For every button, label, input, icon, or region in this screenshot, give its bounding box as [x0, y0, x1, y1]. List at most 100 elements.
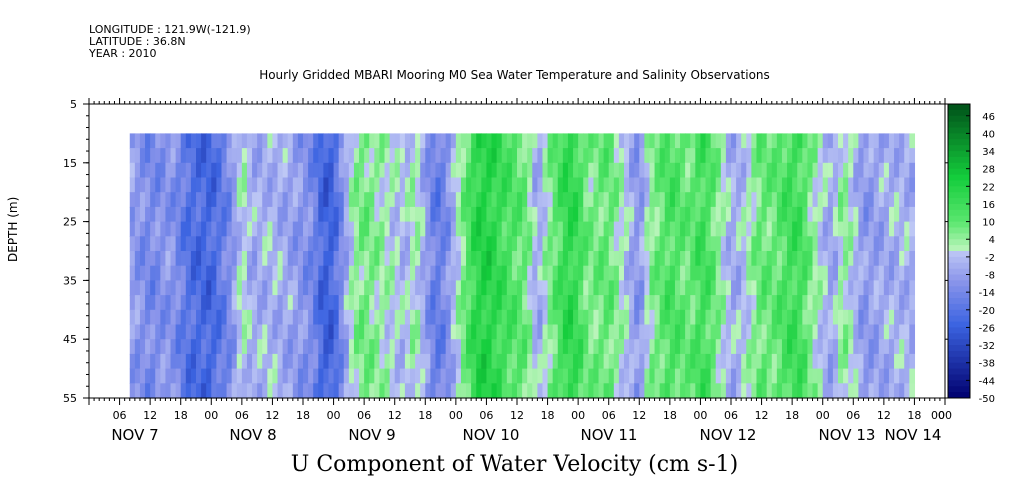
heatmap-cell [328, 265, 335, 281]
heatmap-cell [695, 324, 702, 340]
heatmap-cell [318, 162, 324, 179]
heatmap-cell [134, 265, 141, 281]
heatmap-cell [404, 339, 411, 355]
heatmap-cell [139, 221, 146, 237]
heatmap-cell [746, 324, 752, 340]
heatmap-cell [129, 133, 136, 149]
heatmap-cell [695, 162, 702, 179]
heatmap-cell [832, 236, 839, 252]
heatmap-cell [196, 324, 202, 340]
heatmap-cell [588, 368, 595, 384]
heatmap-cell [272, 251, 279, 267]
heatmap-cell [491, 339, 498, 355]
heatmap-cell [578, 353, 584, 370]
heatmap-cell [430, 251, 437, 267]
heatmap-cell [812, 162, 819, 179]
heatmap-cell [756, 206, 763, 223]
heatmap-cell [410, 251, 416, 267]
year-label: YEAR : 2010 [89, 47, 157, 60]
heatmap-cell [690, 162, 696, 179]
heatmap-cell [491, 236, 498, 252]
heatmap-cell [843, 383, 849, 399]
heatmap-cell [486, 162, 493, 179]
heatmap-cell [624, 353, 630, 370]
heatmap-cell [241, 339, 248, 355]
heatmap-cell [139, 383, 146, 399]
heatmap-cell [353, 368, 360, 384]
heatmap-cell [257, 206, 263, 223]
heatmap-cell [471, 295, 477, 311]
heatmap-cell [532, 309, 538, 326]
heatmap-cell [695, 206, 702, 223]
heatmap-cell [379, 368, 386, 384]
heatmap-cell [282, 309, 289, 326]
heatmap-cell [644, 133, 651, 149]
heatmap-cell [853, 383, 859, 399]
heatmap-cell [904, 162, 910, 179]
heatmap-cell [578, 265, 584, 281]
heatmap-cell [241, 324, 248, 340]
heatmap-cell [542, 162, 549, 179]
heatmap-cell [359, 236, 365, 252]
heatmap-cell [680, 133, 686, 149]
heatmap-cell [226, 162, 233, 179]
heatmap-cell [150, 368, 156, 384]
heatmap-cell [868, 309, 875, 326]
heatmap-cell [629, 383, 635, 399]
heatmap-cell [196, 177, 202, 193]
heatmap-cell [272, 324, 279, 340]
heatmap-cell [435, 192, 442, 208]
heatmap-cell [430, 206, 437, 223]
heatmap-cell [384, 383, 391, 399]
heatmap-cell [634, 280, 640, 296]
heatmap-cell [909, 280, 916, 296]
heatmap-cell [435, 177, 442, 193]
heatmap-cell [364, 162, 370, 179]
heatmap-cell [134, 251, 141, 267]
heatmap-cell [241, 133, 248, 149]
heatmap-cell [364, 177, 370, 193]
heatmap-cell [608, 309, 615, 326]
heatmap-cell [323, 324, 330, 340]
heatmap-cell [313, 206, 319, 223]
heatmap-cell [771, 192, 778, 208]
heatmap-cell [410, 148, 416, 164]
heatmap-cell [797, 265, 803, 281]
heatmap-cell [338, 192, 345, 208]
heatmap-cell [674, 295, 681, 311]
heatmap-cell [313, 295, 319, 311]
heatmap-cell [201, 162, 207, 179]
heatmap-cell [211, 265, 217, 281]
heatmap-cell [282, 280, 289, 296]
heatmap-cell [909, 206, 916, 223]
heatmap-cell [287, 353, 294, 370]
heatmap-cell [562, 368, 569, 384]
heatmap-cell [624, 133, 630, 149]
heatmap-cell [527, 265, 533, 281]
heatmap-cell [496, 177, 503, 193]
heatmap-cell [715, 309, 722, 326]
heatmap-cell [246, 177, 253, 193]
heatmap-cell [664, 251, 671, 267]
heatmap-cell [741, 383, 747, 399]
heatmap-cell [303, 162, 309, 179]
heatmap-cell [323, 339, 330, 355]
heatmap-cell [466, 251, 472, 267]
heatmap-cell [175, 324, 182, 340]
heatmap-cell [272, 265, 279, 281]
heatmap-cell [415, 353, 421, 370]
heatmap-cell [185, 221, 192, 237]
heatmap-cell [659, 295, 666, 311]
heatmap-cell [348, 236, 355, 252]
heatmap-cell [547, 324, 554, 340]
heatmap-cell [664, 295, 671, 311]
heatmap-cell [720, 353, 727, 370]
heatmap-cell [705, 295, 712, 311]
heatmap-cell [165, 339, 172, 355]
heatmap-cell [603, 368, 610, 384]
heatmap-cell [542, 236, 549, 252]
heatmap-cell [308, 236, 314, 252]
heatmap-cell [445, 280, 452, 296]
heatmap-cell [618, 368, 625, 384]
heatmap-cell [644, 339, 651, 355]
